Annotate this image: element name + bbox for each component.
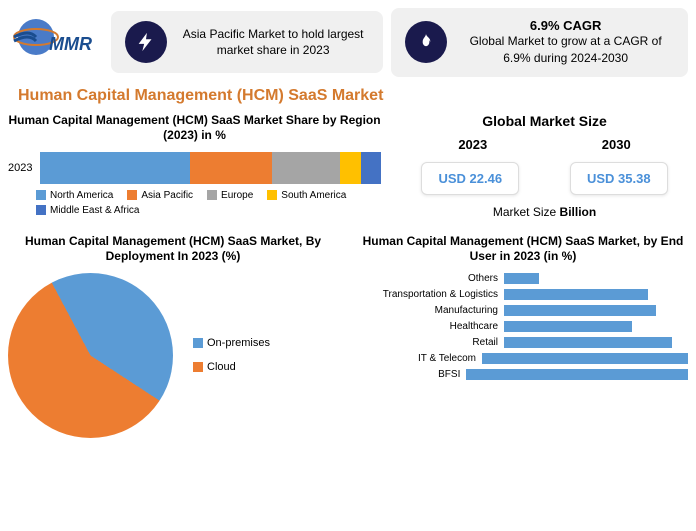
stacked-seg <box>272 152 340 184</box>
stacked-legend: North America Asia Pacific Europe South Ame… <box>8 190 381 216</box>
legend-item: On-premises <box>193 337 270 349</box>
row2: Human Capital Management (HCM) SaaS Mark… <box>8 113 688 219</box>
hbar-row: Manufacturing <box>368 305 688 316</box>
ms-val2: USD 35.38 <box>570 162 668 195</box>
hbar-bar <box>466 369 688 380</box>
stacked-seg <box>340 152 360 184</box>
hbar-chart-section: Human Capital Management (HCM) SaaS Mark… <box>358 234 688 438</box>
hbar-row: Retail <box>368 337 688 348</box>
hbar-row: BFSI <box>368 369 688 380</box>
legend-item: Asia Pacific <box>127 190 193 201</box>
hbar-row: Others <box>368 273 688 284</box>
row3: Human Capital Management (HCM) SaaS Mark… <box>8 234 688 438</box>
flame-icon <box>405 21 447 63</box>
hbar-bar <box>504 337 672 348</box>
hbar-bar <box>482 353 688 364</box>
hbar-chart: Others Transportation & Logistics Manufact… <box>358 273 688 380</box>
stacked-year: 2023 <box>8 162 32 174</box>
hbar-label: IT & Telecom <box>368 353 476 364</box>
info-box-asia-pacific: Asia Pacific Market to hold largest mark… <box>111 11 383 73</box>
ms-title: Global Market Size <box>401 113 688 129</box>
stacked-seg <box>190 152 272 184</box>
hbar-row: IT & Telecom <box>368 353 688 364</box>
ms-val1: USD 22.46 <box>421 162 519 195</box>
hbar-label: BFSI <box>368 369 460 380</box>
svg-text:MMR: MMR <box>49 34 92 54</box>
hbar-label: Healthcare <box>368 321 498 332</box>
ms-year1: 2023 <box>458 137 487 152</box>
hbar-bar <box>504 289 648 300</box>
hbar-bar <box>504 273 539 284</box>
hbar-label: Manufacturing <box>368 305 498 316</box>
hbar-row: Healthcare <box>368 321 688 332</box>
hbar-bar <box>504 305 656 316</box>
main-title: Human Capital Management (HCM) SaaS Mark… <box>18 87 688 105</box>
legend-item: South America <box>267 190 346 201</box>
stacked-title: Human Capital Management (HCM) SaaS Mark… <box>8 113 381 144</box>
mmr-logo: MMR <box>8 12 103 72</box>
legend-item: Cloud <box>193 361 270 373</box>
lightning-icon <box>125 21 167 63</box>
ms-year2: 2030 <box>602 137 631 152</box>
cagr-text: Global Market to grow at a CAGR of 6.9% … <box>457 33 674 67</box>
market-size-panel: Global Market Size 2023 2030 USD 22.46 U… <box>401 113 688 219</box>
info1-text: Asia Pacific Market to hold largest mark… <box>177 26 369 60</box>
pie-title: Human Capital Management (HCM) SaaS Mark… <box>8 234 338 265</box>
hbar-title: Human Capital Management (HCM) SaaS Mark… <box>358 234 688 265</box>
pie-legend: On-premises Cloud <box>193 337 270 373</box>
pie-chart <box>8 273 173 438</box>
cagr-title: 6.9% CAGR <box>457 18 674 33</box>
stacked-seg <box>40 152 190 184</box>
legend-item: Middle East & Africa <box>36 205 139 216</box>
info-box-cagr: 6.9% CAGR Global Market to grow at a CAG… <box>391 8 688 77</box>
hbar-bar <box>504 321 632 332</box>
top-row: MMR Asia Pacific Market to hold largest … <box>8 8 688 77</box>
stacked-bar-chart: Human Capital Management (HCM) SaaS Mark… <box>8 113 381 219</box>
pie-chart-section: Human Capital Management (HCM) SaaS Mark… <box>8 234 338 438</box>
ms-unit: Market Size Billion <box>401 205 688 219</box>
stacked-bar <box>40 152 381 184</box>
legend-item: Europe <box>207 190 253 201</box>
legend-item: North America <box>36 190 113 201</box>
hbar-label: Retail <box>368 337 498 348</box>
hbar-label: Others <box>368 273 498 284</box>
stacked-seg <box>361 152 381 184</box>
hbar-row: Transportation & Logistics <box>368 289 688 300</box>
hbar-label: Transportation & Logistics <box>368 289 498 300</box>
